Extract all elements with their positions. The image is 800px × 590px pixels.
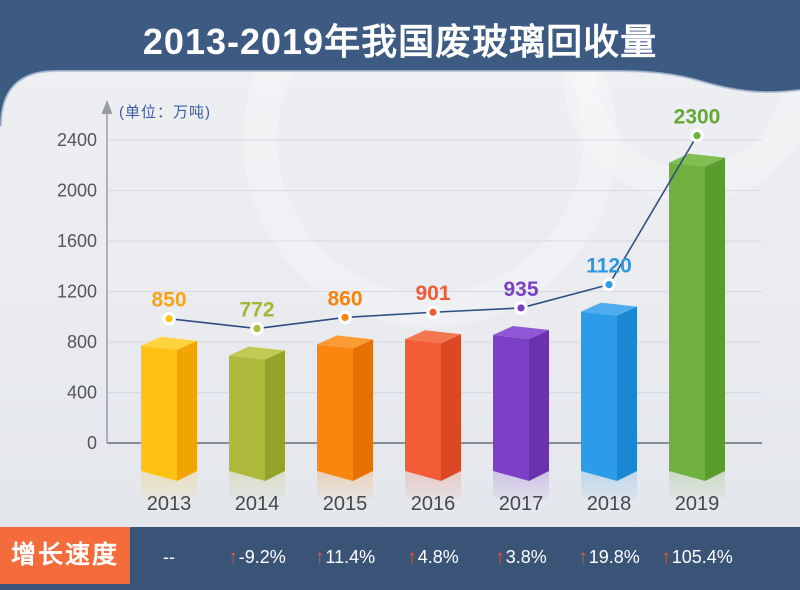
header-edge-line [0, 70, 800, 127]
bar-2018 [581, 302, 637, 507]
bar-side-face [529, 329, 549, 481]
growth-rate-title: 增长速度 [0, 527, 130, 584]
value-label-2014: 772 [239, 299, 274, 322]
bar-reflection [317, 471, 373, 507]
x-label-2017: 2017 [499, 493, 544, 515]
value-label-2015: 860 [327, 287, 362, 310]
bar-2016 [405, 330, 461, 507]
bar-top-face [141, 336, 197, 350]
bar-side-face [353, 339, 373, 481]
growth-value: 105.4% [671, 547, 733, 567]
bar-front-face [581, 311, 617, 481]
bar-front-face [229, 355, 265, 481]
data-point-2017 [514, 301, 528, 315]
up-arrow-icon: ↑ [228, 547, 238, 568]
bar-front-face [669, 162, 705, 481]
bar-side-face [177, 340, 197, 481]
growth-cell-2018: ↑19.8% [544, 527, 674, 590]
data-point-2013 [162, 311, 176, 326]
growth-value: -9.2% [238, 547, 286, 567]
x-label-2015: 2015 [323, 493, 368, 515]
bar-reflection [229, 471, 285, 507]
up-arrow-icon: ↑ [314, 547, 325, 568]
header-banner [0, 0, 800, 127]
y-tick-0: 0 [87, 433, 97, 453]
growth-cell-2013: -- [104, 527, 234, 590]
y-tick-2400: 2400 [57, 130, 97, 150]
up-arrow-icon: ↑ [495, 547, 505, 568]
x-label-2013: 2013 [147, 493, 192, 515]
bar-front-face [493, 334, 529, 481]
up-arrow-icon: ↑ [578, 547, 588, 568]
value-label-2013: 850 [151, 289, 186, 312]
growth-rate-row: 增长速度 -- ↑-9.2% ↑11.4% ↑4.8% ↑3.8% ↑19.8% ↑105.… [0, 527, 800, 590]
growth-cell-2015: ↑11.4% [280, 527, 410, 590]
x-label-2014: 2014 [235, 493, 280, 515]
x-label-2018: 2018 [587, 493, 632, 515]
up-arrow-icon: ↑ [407, 547, 417, 568]
data-point-2016 [426, 305, 440, 320]
bar-side-face [617, 306, 637, 481]
header-shape [0, 0, 800, 126]
bar-reflection [493, 471, 549, 507]
bar-reflection [669, 471, 725, 507]
data-point-2019 [690, 128, 704, 143]
bar-front-face [317, 344, 353, 481]
bar-top-face [669, 153, 725, 167]
growth-cell-2014: ↑-9.2% [192, 527, 322, 590]
y-tick-1200: 1200 [57, 282, 97, 302]
value-label-2019: 2300 [674, 106, 721, 129]
value-label-2016: 901 [415, 282, 450, 305]
up-arrow-icon: ↑ [661, 547, 671, 568]
x-label-2016: 2016 [411, 493, 456, 515]
page-title: 2013-2019年我国废玻璃回收量 [142, 21, 658, 62]
growth-value: 11.4% [325, 547, 376, 567]
bar-top-face [581, 302, 637, 316]
growth-value: 4.8% [417, 547, 459, 567]
unit-label: (单位：万吨) [119, 104, 211, 121]
x-label-2019: 2019 [675, 493, 720, 515]
growth-cell-2016: ↑4.8% [368, 527, 498, 590]
y-tick-800: 800 [67, 332, 97, 352]
bar-front-face [405, 339, 441, 481]
y-tick-1600: 1600 [57, 231, 97, 251]
bar-2014 [229, 346, 285, 507]
y-tick-400: 400 [67, 383, 97, 403]
growth-value: 3.8% [505, 547, 547, 567]
bar-side-face [705, 157, 725, 481]
bar-side-face [441, 334, 461, 481]
bar-top-face [317, 335, 373, 349]
bar-reflection [405, 471, 461, 507]
y-axis-arrow-icon [101, 100, 113, 114]
y-tick-2000: 2000 [57, 181, 97, 201]
growth-cell-2019: ↑105.4% [632, 527, 762, 590]
bar-2017 [493, 325, 549, 507]
bar-top-face [229, 346, 285, 360]
growth-value: 19.8% [588, 547, 640, 567]
data-point-2018 [602, 277, 616, 292]
value-label-2018: 1120 [586, 255, 632, 278]
growth-cell-2017: ↑3.8% [456, 527, 586, 590]
bar-reflection [581, 471, 637, 507]
bar-reflection [141, 471, 197, 507]
data-point-2015 [338, 310, 352, 325]
value-label-2017: 935 [503, 278, 538, 301]
bar-top-face [405, 330, 461, 344]
growth-value: -- [163, 547, 175, 567]
bar-2015 [317, 335, 373, 507]
bar-2019 [669, 153, 725, 507]
bar-2013 [141, 336, 197, 507]
data-point-2014 [250, 321, 264, 336]
bar-top-face [493, 325, 549, 339]
bar-side-face [265, 350, 285, 481]
bar-front-face [141, 345, 177, 481]
